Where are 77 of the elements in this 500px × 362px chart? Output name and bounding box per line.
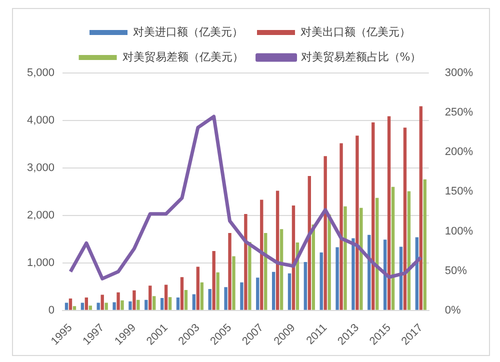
bar <box>68 298 72 310</box>
bar <box>344 206 347 310</box>
bar <box>212 251 216 310</box>
legend-label: 对美贸易差额占比（%） <box>300 50 422 64</box>
y2-tick-label: 150% <box>444 186 474 198</box>
y-tick-label: 0 <box>48 304 55 316</box>
bar <box>376 198 379 310</box>
bar <box>391 186 395 310</box>
legend-label: 对美进口额（亿美元） <box>133 25 243 38</box>
bar <box>144 300 148 310</box>
bar <box>320 252 323 310</box>
bar <box>232 256 236 310</box>
bar <box>256 278 260 310</box>
bar <box>240 282 244 310</box>
bar <box>64 302 68 310</box>
bar <box>423 179 426 310</box>
bar <box>244 214 248 310</box>
bar <box>116 292 120 310</box>
bar <box>192 294 196 310</box>
bar <box>304 262 308 310</box>
bar <box>407 191 411 310</box>
y2-tick-label: 200% <box>444 146 474 158</box>
bar <box>208 289 212 310</box>
bar <box>180 277 184 310</box>
bar <box>248 242 252 310</box>
bar <box>104 302 108 310</box>
bar <box>164 284 168 310</box>
bar <box>200 282 204 310</box>
y2-tick-label: 50% <box>444 264 468 277</box>
legend-label: 对美贸易差额（亿美元） <box>122 50 244 64</box>
bar <box>148 286 152 310</box>
bar <box>120 300 124 310</box>
bar <box>387 116 391 310</box>
bar <box>88 306 92 310</box>
legend-label: 对美出口额（亿美元） <box>300 25 410 38</box>
bar <box>168 297 172 310</box>
bar <box>72 306 76 310</box>
bar <box>336 247 339 310</box>
bar <box>288 273 292 310</box>
bar <box>152 296 156 310</box>
bar <box>80 302 84 310</box>
bar <box>324 156 327 310</box>
bar <box>272 272 276 310</box>
bar <box>340 143 343 310</box>
bar <box>356 136 359 310</box>
y2-tick-label: 100% <box>444 225 474 238</box>
y2-tick-label: 300% <box>444 67 474 80</box>
bar <box>216 272 220 310</box>
bar <box>100 294 104 310</box>
bar <box>360 208 363 310</box>
bar <box>228 232 232 310</box>
y-tick-label: 2,000 <box>26 209 55 222</box>
bar <box>176 298 180 310</box>
y-tick-label: 3,000 <box>26 162 55 174</box>
y2-tick-label: 250% <box>444 106 474 119</box>
bar <box>260 200 264 310</box>
bar <box>328 214 331 310</box>
y-tick-label: 5,000 <box>26 67 55 80</box>
bar <box>128 301 132 310</box>
bar <box>419 106 422 310</box>
bar <box>280 229 284 310</box>
bar <box>403 128 407 310</box>
y-tick-label: 4,000 <box>26 114 55 127</box>
bar <box>224 287 228 310</box>
bar <box>84 298 88 310</box>
bar <box>184 290 188 310</box>
bar <box>372 122 375 310</box>
y-tick-label: 1,000 <box>26 256 55 269</box>
bar <box>276 190 280 310</box>
y2-tick-label: 0% <box>444 304 461 316</box>
bar <box>132 290 136 310</box>
bar <box>160 298 164 310</box>
bar <box>196 266 200 310</box>
bar <box>112 302 116 310</box>
bar <box>352 238 355 310</box>
bar <box>136 300 140 310</box>
bar <box>96 302 100 310</box>
